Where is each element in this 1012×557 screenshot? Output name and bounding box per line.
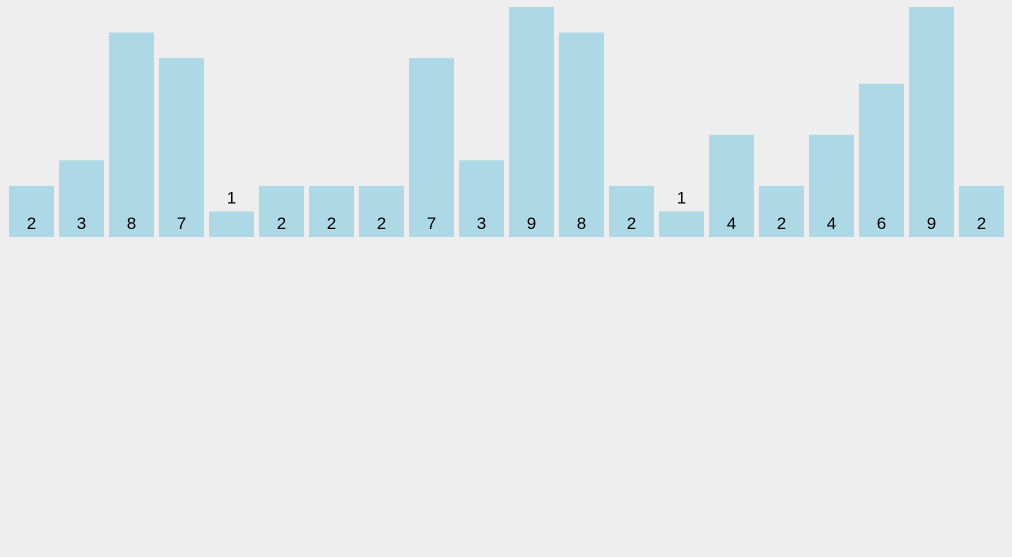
bars-group — [9, 7, 1004, 238]
bar-label-6: 2 — [327, 214, 336, 233]
bar-label-2: 8 — [127, 214, 136, 233]
bar-label-7: 2 — [377, 214, 386, 233]
bar-label-10: 9 — [527, 214, 536, 233]
bar-15 — [759, 185, 804, 237]
bar-label-15: 2 — [777, 214, 786, 233]
bar-label-3: 7 — [177, 214, 186, 233]
bar-label-9: 3 — [477, 214, 486, 233]
bar-14 — [709, 134, 754, 237]
bar-5 — [259, 185, 304, 237]
bar-0 — [9, 185, 54, 237]
bar-7 — [359, 185, 404, 237]
bar-label-8: 7 — [427, 214, 436, 233]
bar-label-12: 2 — [627, 214, 636, 233]
bar-label-16: 4 — [827, 214, 836, 233]
bar-10 — [509, 7, 554, 237]
bar-18 — [909, 7, 954, 237]
bar-9 — [459, 160, 504, 237]
bar-12 — [609, 185, 654, 237]
bar-8 — [409, 58, 454, 237]
bar-19 — [959, 185, 1004, 237]
bar-2 — [109, 32, 154, 237]
bar-17 — [859, 83, 904, 238]
bar-6 — [309, 185, 354, 237]
bar-13 — [659, 211, 704, 237]
bar-4 — [209, 211, 254, 237]
bar-1 — [59, 160, 104, 237]
bar-16 — [809, 134, 854, 237]
bar-label-0: 2 — [27, 214, 36, 233]
bar-label-18: 9 — [927, 214, 936, 233]
bar-label-4: 1 — [227, 188, 236, 207]
bar-label-17: 6 — [877, 214, 886, 233]
bar-label-19: 2 — [977, 214, 986, 233]
bar-label-5: 2 — [277, 214, 286, 233]
bar-label-13: 1 — [677, 188, 686, 207]
bar-label-1: 3 — [77, 214, 86, 233]
labels-group: 2 3 8 7 1 2 2 2 7 3 9 8 2 1 4 2 4 6 9 2 — [27, 188, 986, 233]
bar-label-14: 4 — [727, 214, 736, 233]
bar-3 — [159, 58, 204, 237]
bar-11 — [559, 32, 604, 237]
bar-label-11: 8 — [577, 214, 586, 233]
